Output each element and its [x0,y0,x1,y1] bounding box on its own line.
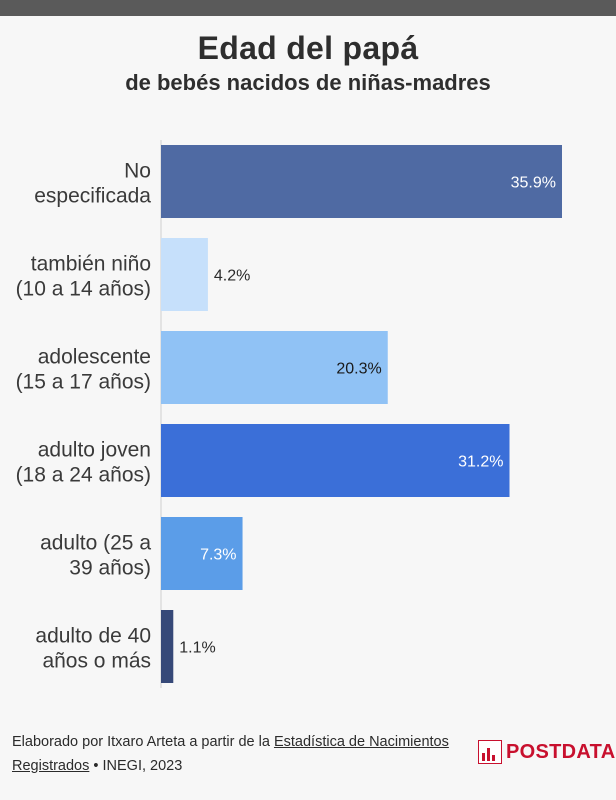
bar-chart: No especificada 35.9% también niño (10 a 14 … [16,140,562,688]
footer-credit: Elaborado por Itxaro Arteta a partir de … [12,730,452,778]
source-link[interactable]: Estadística de Nacimientos Registrados [12,734,449,774]
bar [161,145,562,218]
category-label: No especificada [34,160,151,208]
footer-prefix: Elaborado por Itxaro Arteta a partir de … [12,734,274,750]
bar [161,610,174,683]
category-label: adolescente (15 a 17 años) [16,346,151,394]
category-label: adulto (25 a 39 años) [40,532,151,580]
chart-title: Edad del papá [197,30,419,66]
top-bar [0,0,616,16]
value-label: 4.2% [214,268,250,285]
bar-chart-logo-icon [478,740,502,764]
bar [161,517,243,590]
bar [161,331,388,404]
value-label: 35.9% [511,175,556,192]
value-label: 31.2% [458,454,503,471]
bar [161,424,510,497]
category-label: también niño (10 a 14 años) [16,253,151,301]
footer-suffix: • INEGI, 2023 [89,758,183,774]
value-label: 1.1% [179,640,215,657]
value-label: 7.3% [200,547,236,564]
bar [161,238,208,311]
postdata-logo: POSTDATA [478,738,615,766]
category-label: adulto de 40 años o más [35,625,151,673]
logo-text: POSTDATA [506,740,616,763]
category-label: adulto joven (18 a 24 años) [16,439,151,487]
chart-subtitle: de bebés nacidos de niñas-madres [125,70,491,95]
value-label: 20.3% [336,361,381,378]
